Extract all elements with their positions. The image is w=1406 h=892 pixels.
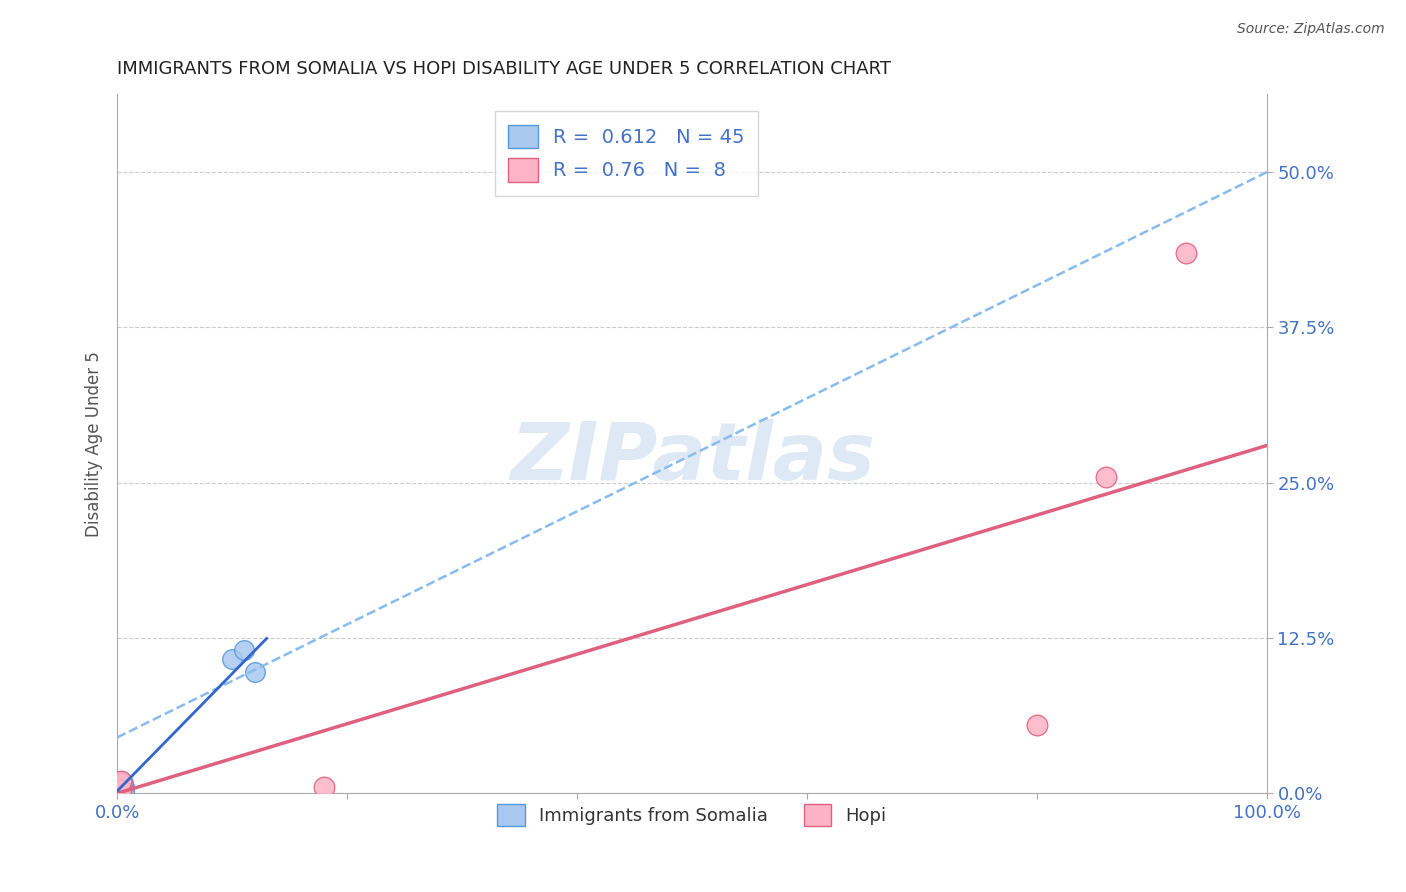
Point: [110, 776, 132, 790]
Point: [111, 780, 134, 794]
Point: [111, 779, 134, 793]
Point: [110, 773, 132, 788]
Point: [110, 785, 132, 799]
Point: [1026, 718, 1049, 732]
Point: [221, 652, 243, 666]
Point: [108, 778, 131, 792]
Point: [108, 776, 131, 790]
Point: [110, 780, 132, 794]
Legend: Immigrants from Somalia, Hopi: Immigrants from Somalia, Hopi: [491, 797, 894, 833]
Point: [111, 776, 134, 790]
Point: [110, 782, 132, 797]
Point: [111, 781, 134, 796]
Point: [111, 778, 134, 792]
Point: [111, 782, 134, 797]
Point: [110, 776, 132, 790]
Point: [111, 779, 134, 793]
Point: [112, 782, 135, 797]
Point: [108, 778, 131, 792]
Point: [110, 782, 132, 797]
Point: [110, 773, 132, 788]
Point: [111, 776, 134, 790]
Point: [112, 780, 135, 794]
Point: [108, 780, 131, 794]
Point: [108, 778, 131, 792]
Text: Source: ZipAtlas.com: Source: ZipAtlas.com: [1237, 22, 1385, 37]
Point: [232, 643, 254, 657]
Point: [1095, 469, 1118, 483]
Text: IMMIGRANTS FROM SOMALIA VS HOPI DISABILITY AGE UNDER 5 CORRELATION CHART: IMMIGRANTS FROM SOMALIA VS HOPI DISABILI…: [117, 60, 891, 78]
Point: [110, 778, 132, 792]
Point: [112, 781, 135, 796]
Point: [110, 782, 132, 797]
Point: [110, 775, 132, 789]
Point: [110, 782, 132, 797]
Point: [111, 779, 134, 793]
Point: [110, 779, 132, 793]
Point: [111, 778, 134, 792]
Point: [111, 784, 134, 798]
Point: [108, 780, 131, 794]
Point: [110, 784, 132, 798]
Point: [111, 782, 134, 797]
Text: ZIPatlas: ZIPatlas: [509, 419, 875, 497]
Y-axis label: Disability Age Under 5: Disability Age Under 5: [86, 351, 103, 537]
Point: [110, 780, 132, 794]
Point: [1175, 245, 1198, 260]
Point: [111, 776, 134, 790]
Point: [108, 779, 131, 793]
Point: [112, 785, 135, 799]
Point: [108, 781, 131, 796]
Point: [110, 784, 132, 798]
Point: [243, 665, 266, 679]
Point: [110, 776, 132, 790]
Point: [111, 782, 134, 797]
Point: [314, 780, 336, 794]
Point: [112, 781, 135, 796]
Point: [111, 781, 134, 796]
Point: [108, 780, 131, 794]
